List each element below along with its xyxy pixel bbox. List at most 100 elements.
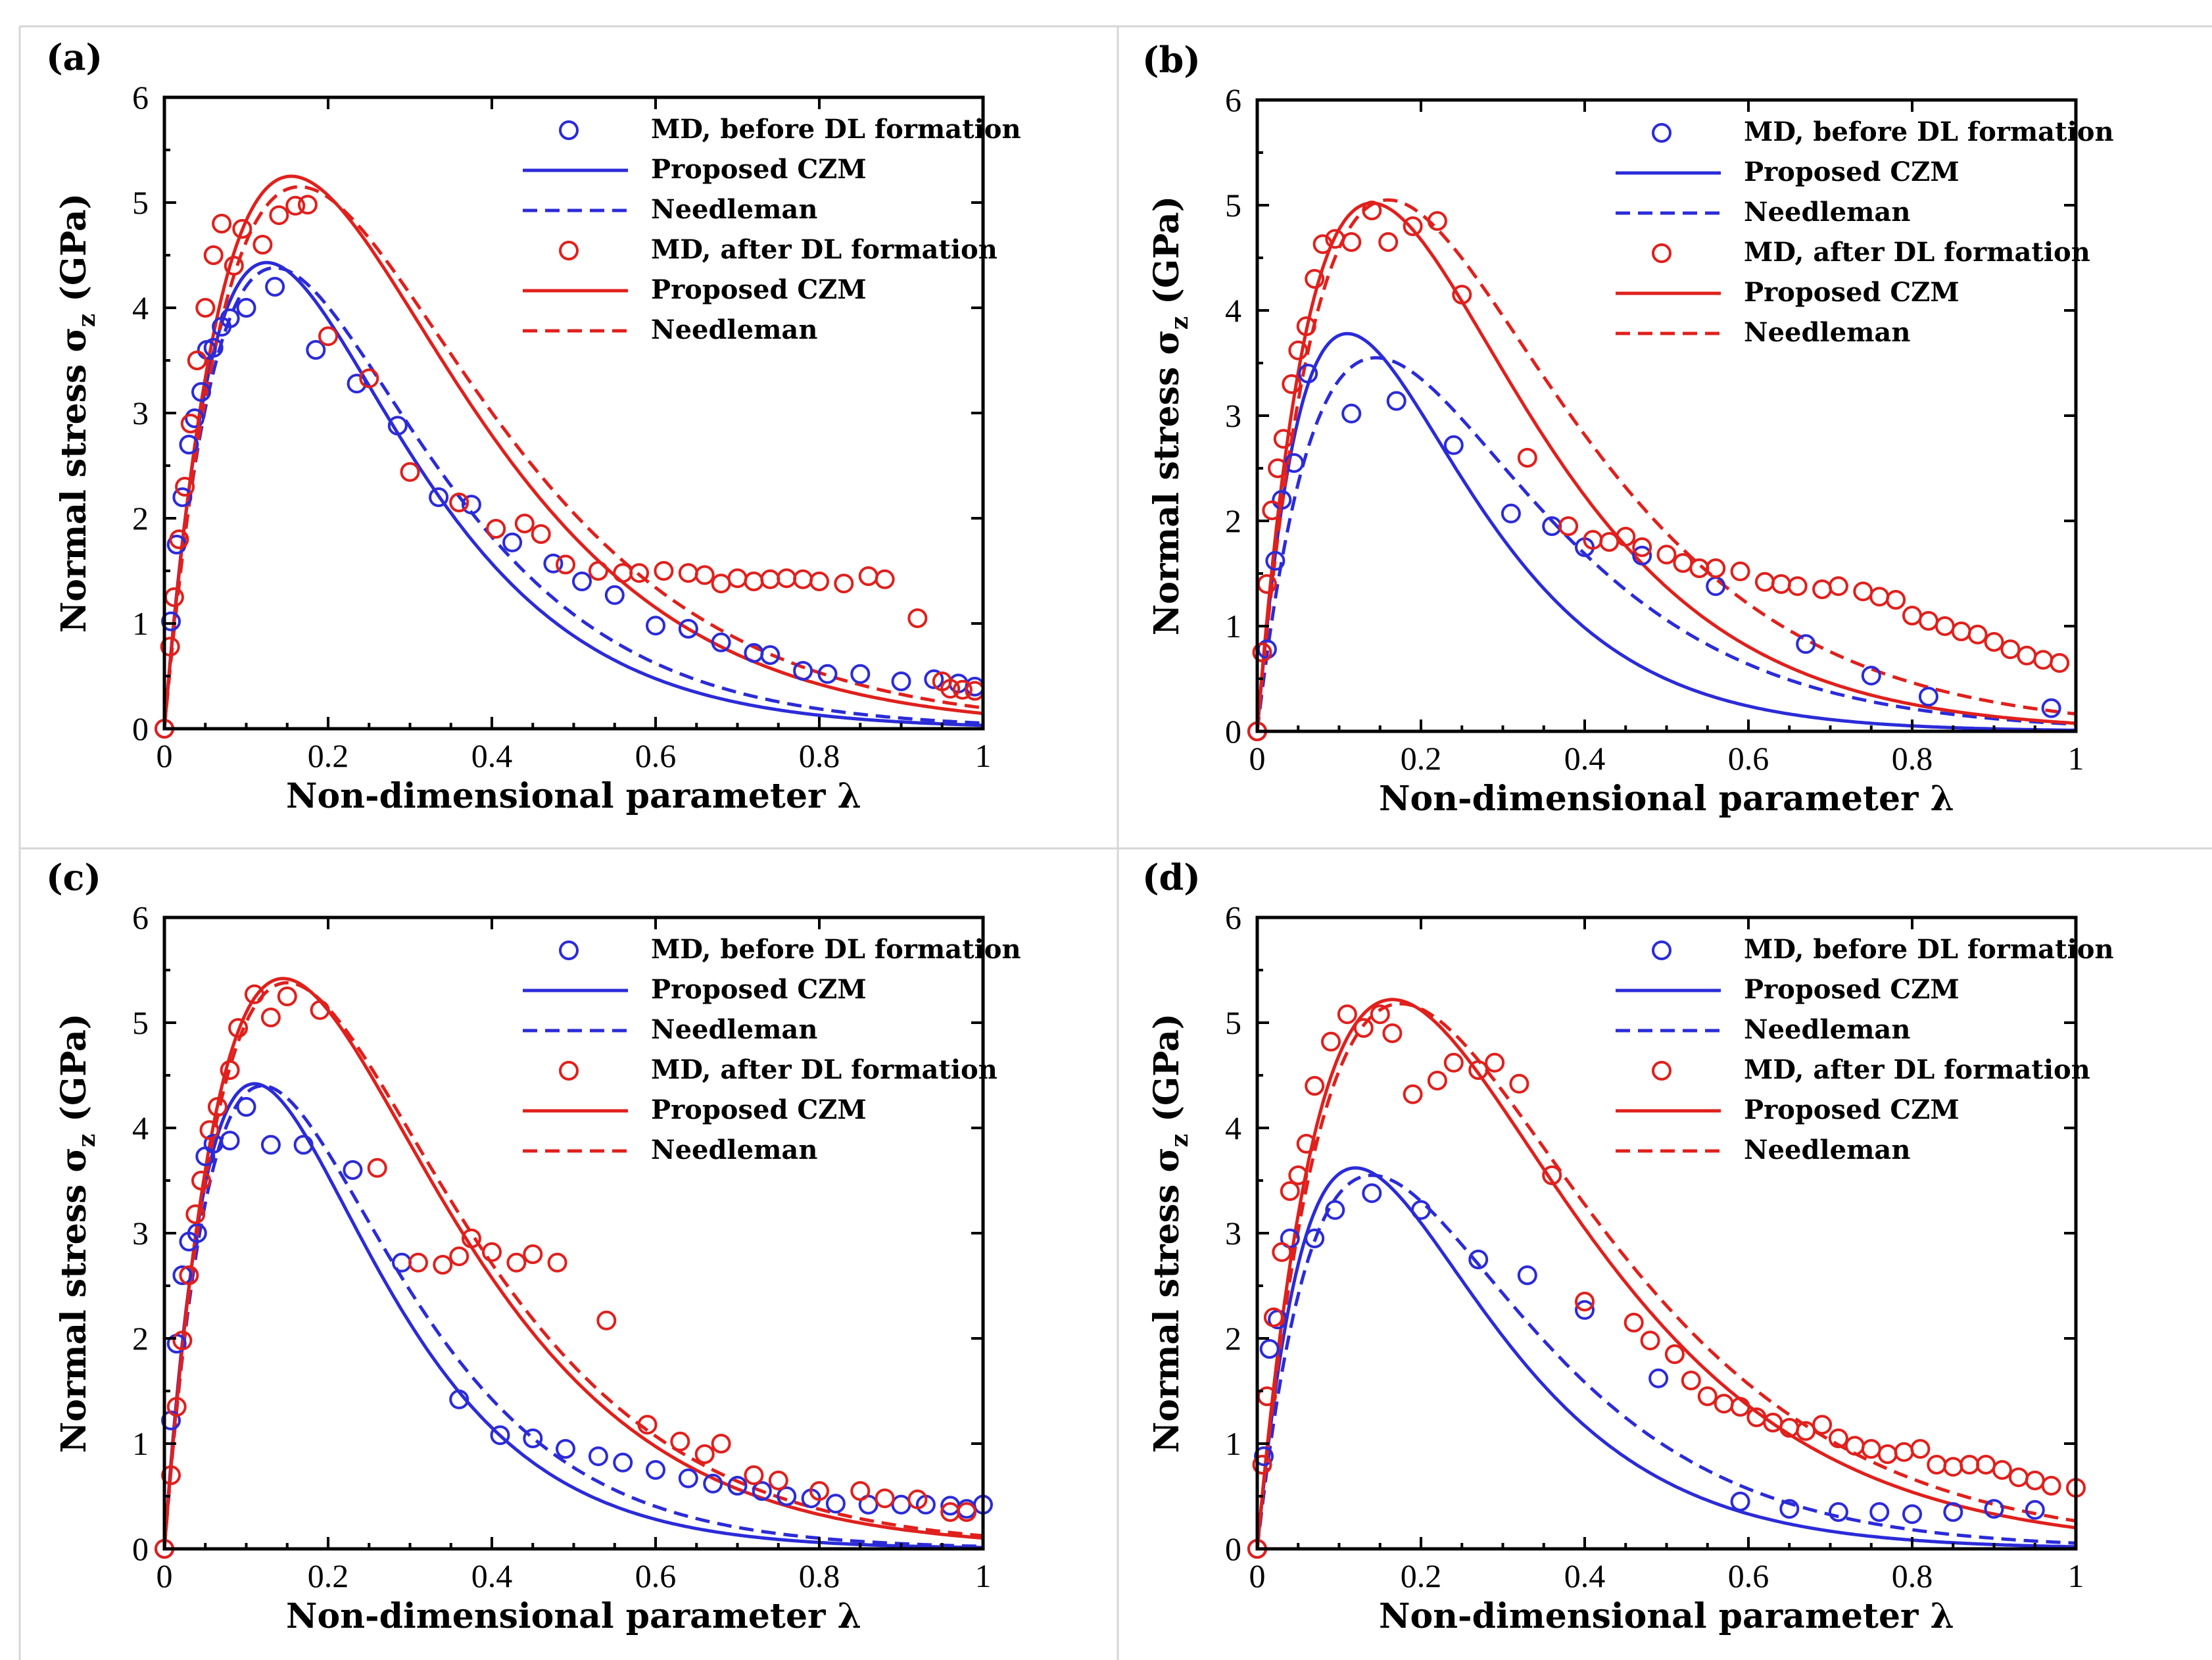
md-data-point <box>523 1244 543 1264</box>
legend-marker <box>559 940 579 960</box>
md-data-point <box>187 1223 207 1243</box>
md-data-point <box>654 561 674 581</box>
md-data-point <box>220 308 240 328</box>
legend-label: Needleman <box>651 1135 817 1165</box>
proposed-czm-curve <box>162 1082 983 1550</box>
legend-label: MD, after DL formation <box>651 234 998 265</box>
md-data-point <box>244 984 264 1004</box>
md-data-point <box>1992 1460 2012 1480</box>
legend-label: Needleman <box>1744 197 1910 228</box>
legend-marker <box>1652 940 1671 960</box>
md-data-point <box>793 661 813 681</box>
md-data-point <box>1259 1339 1280 1359</box>
md-data-point <box>1265 550 1286 571</box>
y-tick-label: 0 <box>132 710 149 747</box>
md-data-point <box>207 1097 228 1117</box>
x-tick-label: 0.4 <box>471 1557 513 1594</box>
md-data-point <box>924 669 944 689</box>
legend-marker <box>559 241 579 260</box>
md-data-point <box>191 382 211 402</box>
md-data-point <box>172 1265 193 1285</box>
needleman-curve <box>162 1084 984 1550</box>
md-data-point <box>694 565 715 585</box>
md-data-point <box>1828 576 1848 597</box>
md-data-point <box>817 664 838 684</box>
y-axis-label: Normal stress σz (GPa) <box>1147 1013 1193 1453</box>
md-data-point <box>670 1431 690 1452</box>
y-tick-label: 5 <box>1225 1004 1241 1041</box>
md-data-point <box>809 1481 829 1501</box>
y-tick-label: 5 <box>132 184 149 221</box>
x-axis-label: Non-dimensional parameter λ <box>1379 779 1954 819</box>
md-data-point <box>556 1439 575 1459</box>
x-tick-label: 0 <box>1249 1557 1266 1594</box>
x-tick-label: 0.6 <box>635 1557 677 1594</box>
md-data-point <box>1517 448 1537 468</box>
md-data-point <box>957 1502 977 1522</box>
x-tick-label: 0.6 <box>1728 740 1769 777</box>
y-tick-label: 6 <box>1225 82 1241 118</box>
md-data-point <box>220 1131 240 1151</box>
x-tick-label: 0.2 <box>1401 740 1442 777</box>
md-data-point <box>285 195 306 216</box>
legend-marker <box>559 1061 579 1081</box>
y-tick-label: 3 <box>1225 1215 1241 1252</box>
md-data-point <box>160 637 180 657</box>
md-data-point <box>596 1310 617 1330</box>
md-data-point <box>646 1460 665 1480</box>
md-data-point <box>1575 1292 1595 1311</box>
y-tick-label: 0 <box>1225 1530 1241 1567</box>
md-data-point <box>777 1486 797 1506</box>
md-data-point <box>1902 1504 1922 1525</box>
panel-label: (c) <box>46 856 101 898</box>
md-data-point <box>1353 1018 1374 1038</box>
md-data-point <box>727 1476 748 1496</box>
x-tick-label: 0.2 <box>308 737 349 774</box>
md-data-point <box>1681 1371 1701 1390</box>
md-data-point <box>449 1389 469 1409</box>
legend-marker <box>559 120 579 140</box>
md-data-point <box>1272 490 1292 510</box>
x-tick-label: 0.8 <box>1892 1557 1933 1594</box>
y-axis-label-subscript: z <box>1166 316 1193 330</box>
legend-label: Needleman <box>651 314 817 345</box>
y-axis-label: Normal stress σz (GPa) <box>54 193 101 633</box>
md-data-point <box>1252 1455 1272 1475</box>
legend-label: MD, after DL formation <box>651 1054 998 1085</box>
md-data-point <box>531 524 551 544</box>
needleman-curve <box>1255 1002 2077 1550</box>
md-data-point <box>907 1489 928 1509</box>
y-tick-label: 4 <box>1225 1110 1241 1146</box>
md-data-point <box>1984 1499 2004 1519</box>
md-data-point <box>1296 316 1316 336</box>
md-data-point <box>646 616 665 636</box>
y-tick-label: 3 <box>1225 397 1241 434</box>
md-data-point <box>1943 1502 1963 1522</box>
md-data-point <box>1558 516 1579 536</box>
needleman-curve <box>1255 198 2077 732</box>
md-data-point <box>1730 561 1750 581</box>
x-tick-label: 0 <box>156 1557 173 1594</box>
md-data-point <box>1325 1200 1345 1220</box>
needleman-curve <box>1255 356 2077 732</box>
md-data-point <box>1632 537 1652 557</box>
y-tick-label: 4 <box>132 1110 149 1146</box>
md-data-point <box>1362 1183 1382 1204</box>
x-tick-label: 0.2 <box>1401 1557 1442 1594</box>
legend-marker <box>1652 243 1671 263</box>
y-tick-label: 5 <box>1225 187 1241 224</box>
md-data-point <box>506 1252 527 1273</box>
y-tick-label: 0 <box>1225 713 1241 750</box>
md-data-point <box>1706 558 1726 578</box>
md-data-point <box>1779 1499 1800 1519</box>
y-tick-label: 1 <box>132 605 149 642</box>
y-tick-label: 1 <box>1225 608 1241 645</box>
md-data-point <box>310 1000 330 1020</box>
md-data-point <box>236 298 256 318</box>
md-data-point <box>1575 1300 1595 1320</box>
md-data-point <box>1443 1052 1464 1073</box>
md-data-point <box>1485 1052 1505 1073</box>
md-data-point <box>711 1434 731 1453</box>
md-data-point <box>232 219 252 239</box>
md-data-point <box>1262 500 1282 520</box>
